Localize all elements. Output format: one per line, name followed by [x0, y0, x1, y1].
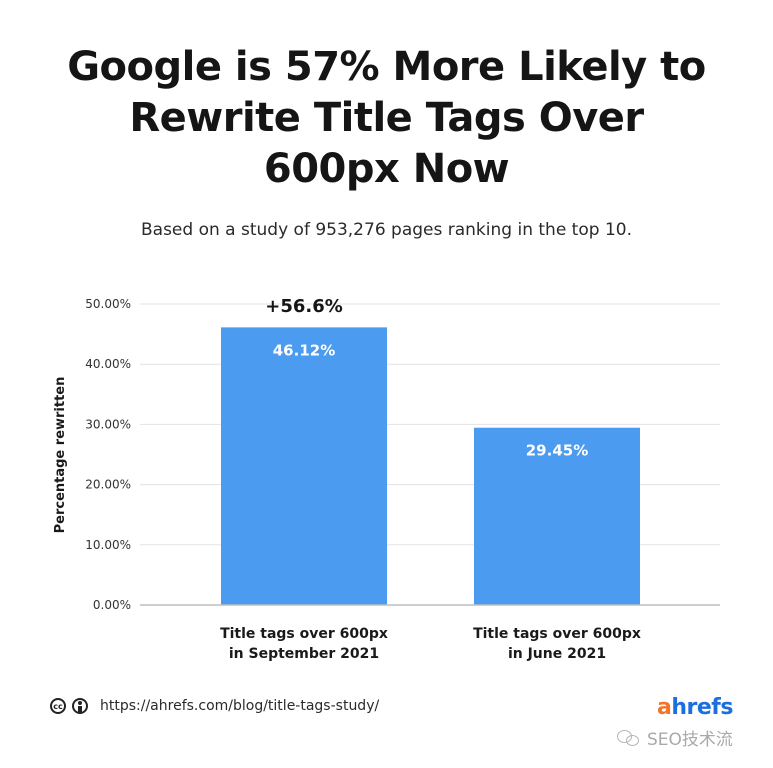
data-label: 29.45% [526, 442, 588, 460]
watermark-text: SEO技术流 [647, 730, 733, 750]
bar [474, 427, 640, 605]
footer: cc https://ahrefs.com/blog/title-tags-st… [50, 698, 379, 714]
x-tick-label: in September 2021 [229, 646, 379, 662]
y-axis-label: Percentage rewritten [53, 377, 68, 534]
bar [221, 327, 387, 605]
creative-commons-icon: cc [50, 698, 66, 714]
x-tick-label: Title tags over 600px [473, 626, 641, 642]
bar-chart: 0.00% 10.00% 20.00% 30.00% 40.00% 50.00% Perce… [53, 296, 720, 662]
data-label: 46.12% [273, 341, 335, 359]
page-subtitle: Based on a study of 953,276 pages rankin… [141, 220, 632, 240]
y-tick-label: 10.00% [85, 538, 131, 552]
y-tick-label: 0.00% [93, 598, 131, 612]
ahrefs-logo-a: a [657, 695, 672, 720]
watermark: SEO技术流 [617, 725, 733, 750]
ahrefs-logo: ahrefs [657, 695, 733, 720]
annotation-label: +56.6% [265, 296, 343, 317]
y-tick-label: 30.00% [85, 417, 131, 431]
x-tick-label: in June 2021 [508, 646, 606, 662]
source-link[interactable]: https://ahrefs.com/blog/title-tags-study… [100, 698, 380, 714]
wechat-icon [617, 728, 641, 748]
y-tick-label: 50.00% [85, 297, 131, 311]
attribution-icon [72, 698, 88, 714]
ahrefs-logo-rest: hrefs [671, 695, 733, 720]
y-tick-label: 20.00% [85, 478, 131, 492]
page-title: Google is 57% More Likely to Rewrite Tit… [67, 44, 706, 192]
y-tick-label: 40.00% [85, 357, 131, 371]
x-tick-label: Title tags over 600px [220, 626, 388, 642]
